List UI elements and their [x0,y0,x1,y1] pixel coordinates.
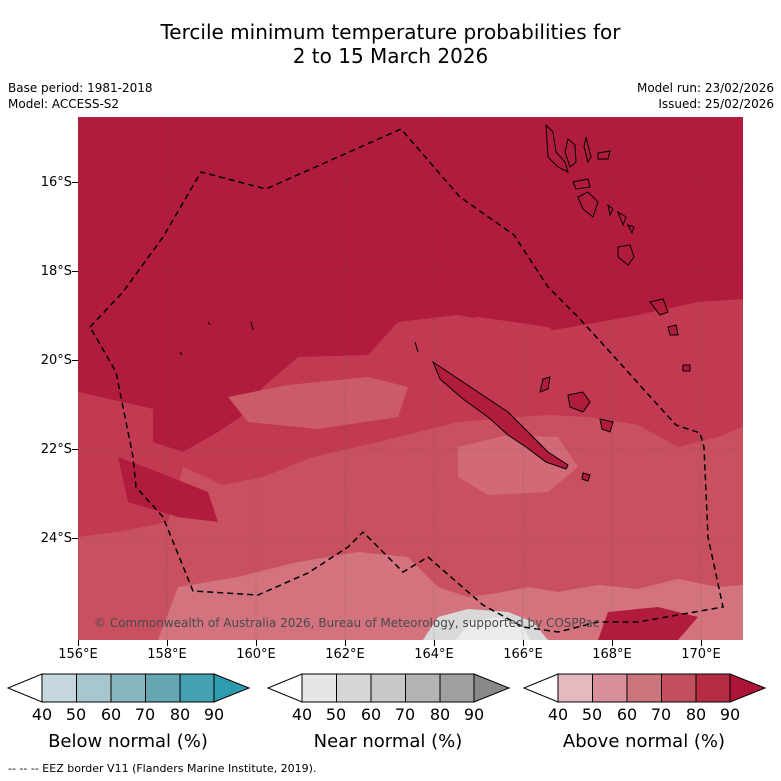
cbar-seg [41,673,77,703]
cbar3-tick: 80 [685,705,707,724]
lon-label-160e: 160°E [236,647,276,662]
lon-tick [434,640,435,646]
copyright-notice: © Commonwealth of Australia 2026, Bureau… [94,616,599,630]
cbar-seg [729,673,767,703]
map-title-line2: 2 to 15 March 2026 [292,44,489,68]
map-panel: © Commonwealth of Australia 2026, Bureau… [78,117,743,640]
lat-tick [72,538,78,539]
cbar1-tick: 40 [31,705,53,724]
cbar-seg [110,673,146,703]
cbar2-tick: 80 [429,705,451,724]
model-name: Model: ACCESS-S2 [8,97,120,111]
colorbar-near-normal [266,673,511,703]
cbar-seg [626,673,662,703]
cbar-seg [439,673,475,703]
cbar-seg [405,673,441,703]
lon-label-166e: 166°E [503,647,543,662]
cbar3-title: Above normal (%) [562,731,726,752]
base-period: Base period: 1981-2018 [8,81,153,95]
cbar2-tick: 50 [325,705,347,724]
prob-patch-center [398,317,578,377]
cbar-seg [695,673,731,703]
cbar-seg [557,673,593,703]
cbar3-tick: 50 [581,705,603,724]
loyalty-mare [599,418,614,433]
lat-label-16s: 16°S [40,175,72,190]
cbar-seg [266,673,303,703]
lat-tick [72,360,78,361]
cbar-seg [213,673,251,703]
cbar2-tick: 90 [463,705,485,724]
cbar1-tick: 60 [100,705,122,724]
prob-patch-light [228,377,408,429]
coral-sea-reefs [179,321,254,356]
lon-tick [612,640,613,646]
prob-pocket-dark-west [118,457,218,522]
cbar-seg [76,673,112,703]
cbar1-tick: 70 [134,705,156,724]
lat-tick [72,449,78,450]
cbar-seg [661,673,697,703]
cbar3-tick: 60 [616,705,638,724]
cbar1-tick: 50 [65,705,87,724]
issued-date: Issued: 25/02/2026 [658,97,774,111]
prob-band-near-light [456,617,530,640]
cbar2-tick: 70 [394,705,416,724]
loyalty-lifou [567,391,591,413]
cbar-seg [370,673,406,703]
eez-border [89,128,724,633]
cbar3-tick: 70 [650,705,672,724]
lon-tick [523,640,524,646]
lat-tick [72,271,78,272]
belep-islet [414,341,419,353]
lon-label-158e: 158°E [147,647,187,662]
map-title-line1: Tercile minimum temperature probabilitie… [160,20,621,44]
loyalty-ouvea [539,376,551,393]
model-run: Model run: 23/02/2026 [636,81,774,95]
cbar-seg [336,673,372,703]
lon-tick [78,640,79,646]
cbar-seg [473,673,511,703]
lon-tick [701,640,702,646]
lon-label-168e: 168°E [592,647,632,662]
cbar2-tick: 60 [360,705,382,724]
cbar-seg [592,673,628,703]
colorbar-above-normal [522,673,767,703]
cbar1-tick: 80 [169,705,191,724]
cbar-seg [179,673,215,703]
new-caledonia-island [431,360,569,470]
cbar-seg [6,673,43,703]
eez-footnote: -- -- -- EEZ border V11 (Flanders Marine… [8,762,317,775]
lat-label-24s: 24°S [40,531,72,546]
lon-label-162e: 162°E [325,647,365,662]
cbar2-title: Near normal (%) [313,731,463,752]
colorbar-below-normal [6,673,251,703]
cbar-seg [145,673,181,703]
lat-label-20s: 20°S [40,353,72,368]
cbar-seg [301,673,337,703]
graticule [78,117,743,640]
isle-of-pines [581,472,591,482]
cbar1-tick: 90 [203,705,225,724]
cbar1-title: Below normal (%) [48,731,208,752]
lat-tick [72,182,78,183]
vanuatu-islands [545,123,691,372]
lon-label-156e: 156°E [58,647,98,662]
cbar-seg [522,673,559,703]
lon-tick [167,640,168,646]
lat-label-18s: 18°S [40,264,72,279]
cbar3-tick: 40 [547,705,569,724]
lon-tick [256,640,257,646]
cbar2-tick: 40 [291,705,313,724]
lon-label-170e: 170°E [681,647,721,662]
lon-label-164e: 164°E [414,647,454,662]
lon-tick [345,640,346,646]
cbar3-tick: 90 [719,705,741,724]
prob-patch-south-new-caledonia [458,435,578,495]
lat-label-22s: 22°S [40,442,72,457]
